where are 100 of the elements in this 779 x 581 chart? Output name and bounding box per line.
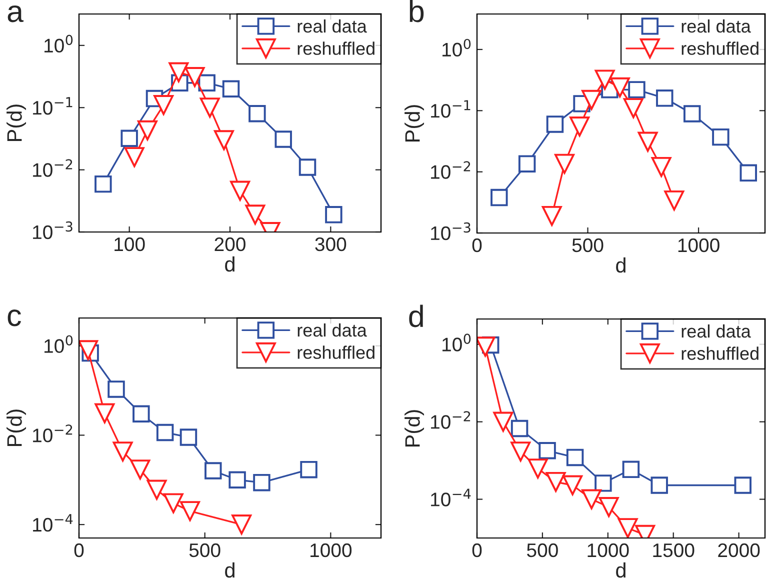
point	[582, 90, 602, 110]
point	[228, 471, 246, 488]
chart-title: c	[8, 309, 21, 326]
x-tick-label: 500	[189, 543, 220, 558]
legend-label: reshuffled	[298, 42, 374, 55]
point	[582, 489, 602, 510]
point	[638, 132, 658, 152]
x-tick-label: 0	[472, 543, 482, 558]
x-tick-label: 2000	[718, 543, 760, 558]
point	[554, 154, 575, 174]
y-tick-label: 10$^{−2}$	[33, 159, 72, 177]
point	[222, 80, 240, 98]
legend-label: reshuffled	[298, 346, 374, 359]
point	[180, 501, 200, 522]
point	[546, 472, 566, 492]
point	[562, 475, 583, 496]
point	[546, 116, 564, 133]
point	[518, 155, 536, 172]
chart-title: b	[410, 0, 424, 22]
point	[163, 493, 184, 514]
chart-title: a	[8, 5, 24, 22]
point	[684, 105, 701, 122]
y-tick-label: 10$^{0}$	[44, 335, 73, 353]
x-tick-label: 500	[572, 238, 604, 252]
point	[622, 460, 640, 478]
y-axis-title: P(d)	[404, 105, 424, 142]
point	[623, 98, 644, 118]
point	[594, 70, 615, 90]
point	[200, 98, 220, 118]
point	[493, 412, 514, 432]
point	[542, 206, 562, 226]
y-tick-label: 10$^{−2}$	[431, 411, 470, 429]
y-tick-label: 10$^{−2}$	[33, 424, 72, 442]
legend-label: reshuffled	[682, 346, 758, 360]
point	[94, 175, 112, 193]
x-tick-label: 0	[74, 543, 84, 558]
point	[130, 460, 150, 480]
point	[137, 120, 158, 140]
y-tick-label: 10$^{−1}$	[33, 97, 72, 115]
point	[300, 460, 318, 478]
point	[112, 442, 133, 462]
point	[740, 164, 757, 182]
point	[108, 380, 125, 398]
y-axis-title: P(d)	[6, 410, 26, 446]
y-axis-title: P(d)	[6, 104, 26, 141]
point	[528, 458, 548, 479]
y-tick-label: 10$^{0}$	[442, 38, 471, 57]
point	[274, 130, 292, 148]
y-tick-label: 10$^{−4}$	[431, 488, 471, 506]
x-tick-label: 1000	[678, 238, 720, 252]
y-tick-label: 10$^{0}$	[44, 34, 73, 53]
point	[132, 405, 150, 422]
x-tick-label: 1000	[310, 543, 352, 558]
point	[570, 116, 590, 137]
point	[156, 424, 174, 442]
legend-label: real data	[682, 324, 751, 338]
legend-label: real data	[298, 19, 367, 33]
x-axis-title: d	[616, 257, 626, 273]
x-axis-title: d	[225, 256, 234, 272]
y-tick-label: 10$^{−4}$	[33, 514, 73, 532]
y-tick-label: 10$^{−3}$	[431, 222, 470, 240]
legend-label: reshuffled	[682, 42, 758, 55]
x-tick-label: 500	[527, 543, 558, 558]
x-tick-label: 0	[472, 238, 482, 252]
point	[651, 156, 672, 177]
point	[154, 95, 174, 116]
point	[298, 158, 316, 176]
point	[245, 204, 266, 225]
x-tick-label: 200	[214, 237, 246, 252]
point	[510, 420, 528, 438]
point	[198, 74, 216, 92]
point	[594, 474, 612, 492]
point	[79, 340, 98, 360]
point	[618, 518, 638, 538]
point	[168, 62, 189, 82]
x-axis-title: d	[616, 562, 626, 578]
point	[253, 474, 270, 492]
point	[712, 128, 730, 146]
point	[598, 497, 619, 518]
point	[120, 130, 138, 147]
point	[146, 480, 167, 500]
point	[656, 90, 674, 107]
point	[538, 442, 556, 460]
point	[650, 476, 668, 494]
y-tick-label: 10$^{−3}$	[33, 221, 72, 240]
point	[232, 514, 252, 535]
point	[230, 180, 250, 201]
point	[204, 462, 222, 480]
x-tick-label: 300	[315, 237, 346, 252]
y-tick-label: 10$^{−1}$	[431, 100, 470, 118]
point	[124, 147, 144, 168]
point	[214, 130, 234, 150]
point	[490, 188, 508, 206]
x-axis-title: d	[225, 562, 234, 578]
y-tick-label: 10$^{−2}$	[431, 161, 470, 179]
x-tick-label: 1500	[653, 543, 694, 558]
point	[325, 206, 342, 224]
point	[94, 403, 115, 424]
point	[664, 190, 684, 210]
point	[610, 77, 630, 98]
